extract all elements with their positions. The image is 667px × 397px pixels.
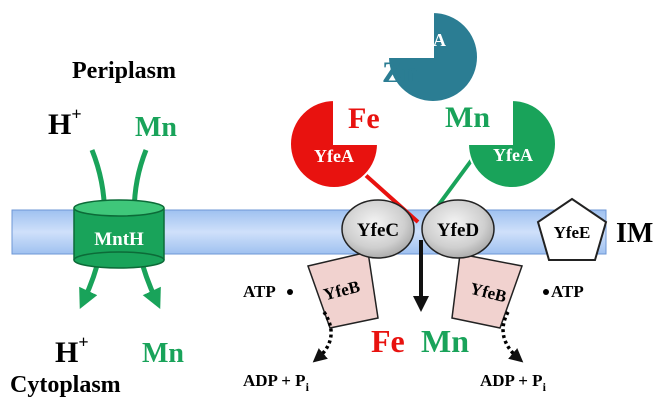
yfed-shape bbox=[421, 199, 495, 259]
atp-left-label: ATP bbox=[243, 282, 276, 301]
mn-free-label: Mn bbox=[445, 101, 490, 134]
yfea-mn-shape bbox=[466, 98, 557, 189]
mn-output-label: Mn bbox=[421, 323, 469, 359]
membrane-label: IM bbox=[616, 218, 653, 249]
yfec-shape bbox=[341, 199, 415, 259]
fe-free-label: Fe bbox=[348, 102, 380, 135]
mn-bottom-label: Mn bbox=[142, 338, 184, 369]
proton-bottom-charge: + bbox=[78, 332, 88, 352]
yfea-fe-shape bbox=[289, 98, 380, 189]
yfee-shape bbox=[536, 197, 608, 261]
adp-left-text: ADP + P bbox=[243, 371, 306, 390]
proton-bottom-h: H bbox=[55, 336, 78, 369]
mnth-transporter bbox=[73, 199, 165, 269]
adp-right-text: ADP + P bbox=[480, 371, 543, 390]
atp-right-dot bbox=[543, 289, 549, 295]
yfea-zn-shape bbox=[386, 10, 479, 103]
zn-label: Zn bbox=[382, 56, 419, 89]
proton-top-label: H+ bbox=[48, 104, 82, 141]
adp-right-sub: i bbox=[543, 380, 547, 394]
fe-output-label: Fe bbox=[371, 323, 405, 359]
mnth-label: MntH bbox=[94, 229, 144, 250]
yfee-label: YfeE bbox=[554, 223, 591, 242]
yfea-zn-label: YfeA bbox=[406, 30, 446, 50]
atp-left-dot bbox=[287, 289, 293, 295]
adp-left-label: ADP + Pi bbox=[243, 371, 310, 394]
yfea-mn-label: YfeA bbox=[493, 145, 533, 165]
yfeb-left-shape bbox=[307, 251, 379, 329]
yfea-fe-label: YfeA bbox=[314, 146, 354, 166]
yfeb-right-shape bbox=[451, 253, 523, 329]
periplasm-label: Periplasm bbox=[72, 58, 176, 84]
atp-right-label: ATP bbox=[551, 282, 584, 301]
yfed-label: YfeD bbox=[437, 220, 479, 241]
yfec-label: YfeC bbox=[357, 220, 399, 241]
proton-top-charge: + bbox=[71, 104, 81, 124]
hydrolysis-arrow-right bbox=[501, 311, 524, 363]
mn-top-label: Mn bbox=[135, 112, 177, 143]
adp-left-sub: i bbox=[306, 380, 310, 394]
proton-top-h: H bbox=[48, 108, 71, 141]
proton-bottom-label: H+ bbox=[55, 332, 89, 369]
hydrolysis-arrow-left bbox=[312, 311, 333, 363]
adp-right-label: ADP + Pi bbox=[480, 371, 547, 394]
cytoplasm-label: Cytoplasm bbox=[10, 372, 121, 397]
